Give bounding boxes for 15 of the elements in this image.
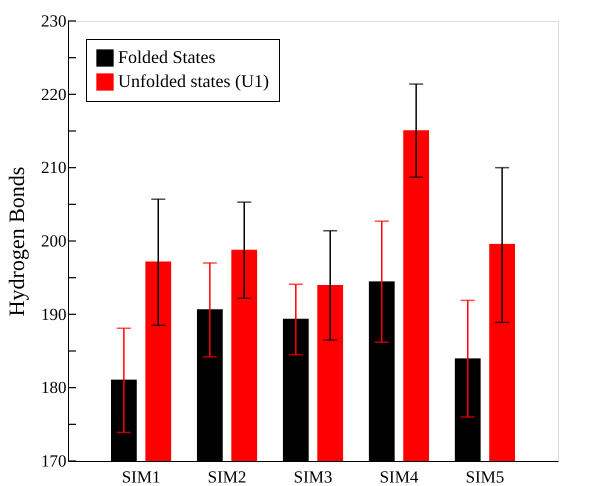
x-tick-label: SIM2 xyxy=(208,468,246,486)
y-tick-label: 200 xyxy=(41,232,66,250)
x-tick-label: SIM4 xyxy=(380,468,419,486)
x-tick-label: SIM5 xyxy=(466,468,504,486)
legend-label: Folded States xyxy=(118,47,216,67)
y-tick-label: 210 xyxy=(41,158,66,178)
y-tick-label: 170 xyxy=(41,452,66,470)
y-tick-label: 230 xyxy=(41,12,66,30)
legend-label: Unfolded states (U1) xyxy=(118,71,269,91)
y-tick-label: 190 xyxy=(41,304,66,324)
y-axis-title: Hydrogen Bonds xyxy=(4,166,29,316)
y-tick-label: 180 xyxy=(41,378,66,398)
x-tick-label: SIM1 xyxy=(122,468,160,486)
x-tick-label: SIM3 xyxy=(294,468,332,486)
y-tick-label: 220 xyxy=(41,84,66,104)
